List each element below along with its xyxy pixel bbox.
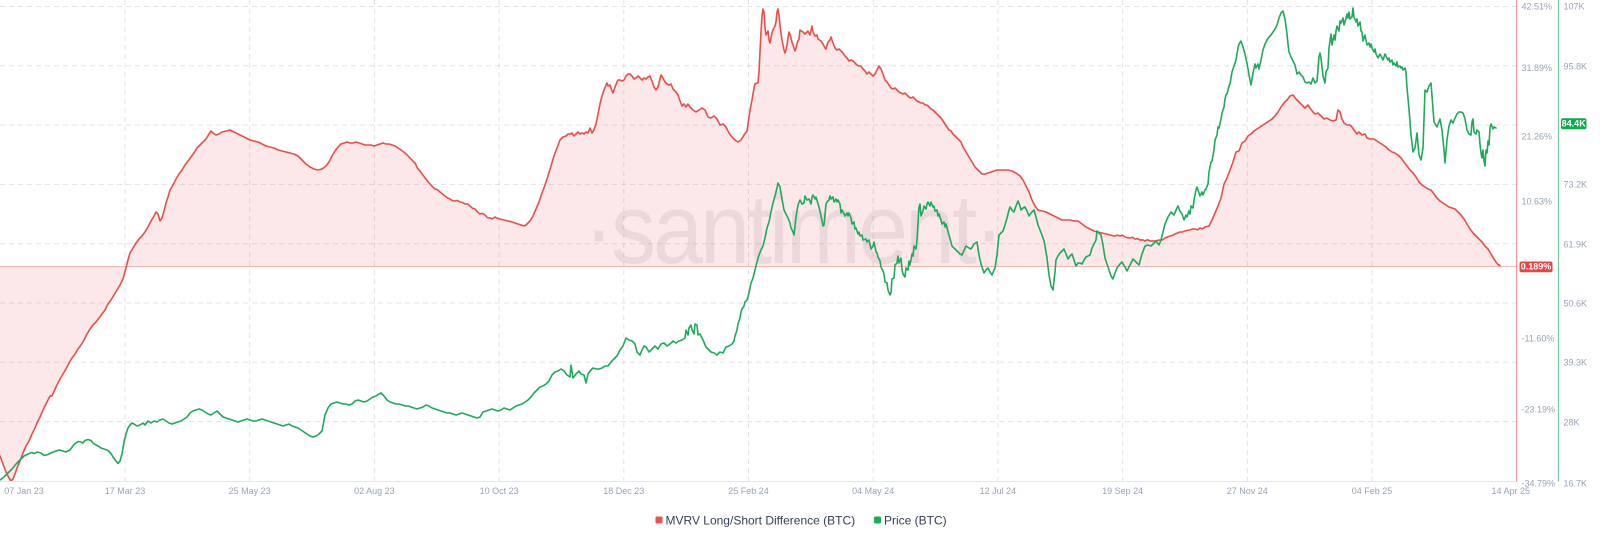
svg-text:-11.60%: -11.60% xyxy=(1522,334,1555,344)
svg-text:17 Mar 23: 17 Mar 23 xyxy=(105,486,146,496)
svg-text:42.51%: 42.51% xyxy=(1522,2,1553,12)
svg-text:21.26%: 21.26% xyxy=(1522,132,1553,142)
svg-text:16.7K: 16.7K xyxy=(1564,479,1588,489)
svg-text:14 Apr 25: 14 Apr 25 xyxy=(1491,486,1530,496)
svg-text:107K: 107K xyxy=(1564,2,1585,12)
svg-text:18 Dec 23: 18 Dec 23 xyxy=(603,486,644,496)
svg-text:19 Sep 24: 19 Sep 24 xyxy=(1102,486,1143,496)
svg-text:12 Jul 24: 12 Jul 24 xyxy=(980,486,1017,496)
svg-text:02 Aug 23: 02 Aug 23 xyxy=(354,486,395,496)
svg-text:10.63%: 10.63% xyxy=(1522,197,1553,207)
svg-text:07 Jan 23: 07 Jan 23 xyxy=(4,486,44,496)
svg-text:-23.19%: -23.19% xyxy=(1522,405,1556,415)
svg-text:61.9K: 61.9K xyxy=(1564,240,1588,250)
svg-text:04 Feb 25: 04 Feb 25 xyxy=(1352,486,1393,496)
svg-text:31.89%: 31.89% xyxy=(1522,63,1553,73)
svg-text:84.4K: 84.4K xyxy=(1562,119,1587,129)
svg-text:27 Nov 24: 27 Nov 24 xyxy=(1227,486,1268,496)
svg-text:10 Oct 23: 10 Oct 23 xyxy=(480,486,519,496)
svg-text:0.189%: 0.189% xyxy=(1521,262,1552,272)
svg-text:25 May 23: 25 May 23 xyxy=(229,486,271,496)
svg-text:25 Feb 24: 25 Feb 24 xyxy=(728,486,769,496)
svg-text:04 May 24: 04 May 24 xyxy=(852,486,894,496)
svg-text:MVRV Long/Short Difference (BT: MVRV Long/Short Difference (BTC) xyxy=(666,514,856,528)
svg-text:50.6K: 50.6K xyxy=(1564,299,1588,309)
svg-text:-34.79%: -34.79% xyxy=(1522,479,1556,489)
svg-text:28K: 28K xyxy=(1564,418,1580,428)
svg-text:73.2K: 73.2K xyxy=(1564,180,1588,190)
svg-text:39.3K: 39.3K xyxy=(1564,358,1588,368)
svg-text:95.8K: 95.8K xyxy=(1564,62,1588,72)
svg-text:Price (BTC): Price (BTC) xyxy=(884,514,947,528)
